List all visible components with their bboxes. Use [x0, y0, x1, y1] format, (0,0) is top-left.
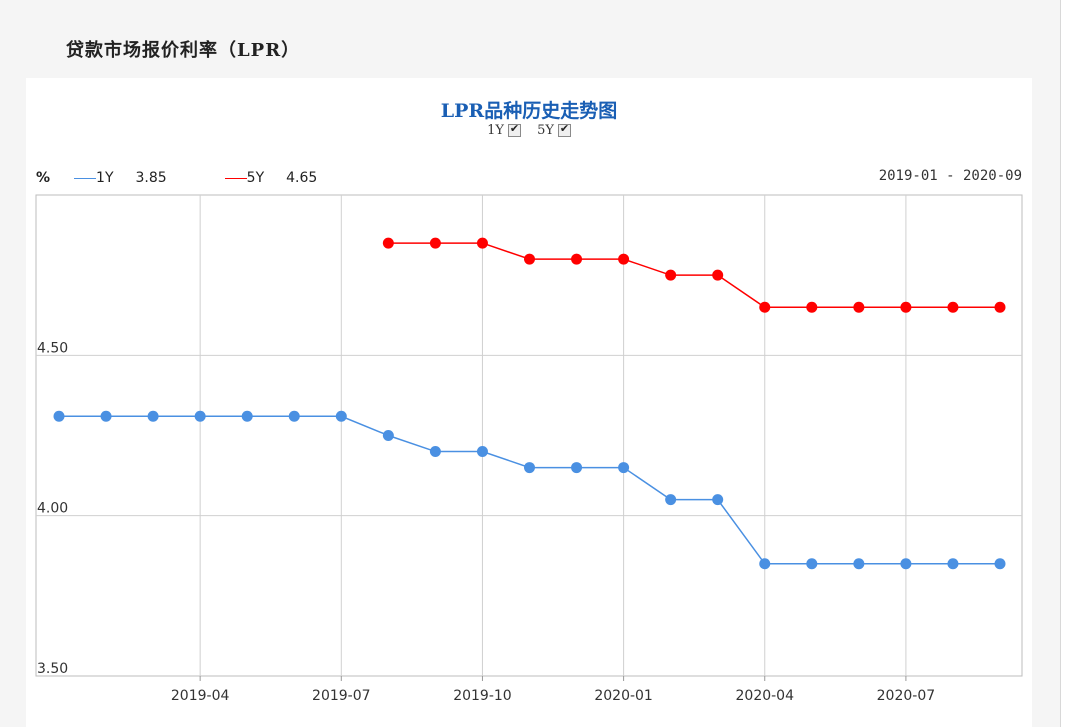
data-point-1y — [147, 410, 159, 422]
data-point-1y — [712, 494, 724, 506]
data-point-1y — [288, 410, 300, 422]
toggle-5y-label: 5Y — [537, 123, 554, 138]
data-point-5y — [476, 237, 488, 249]
legend-value-5y: 4.65 — [286, 170, 318, 186]
data-point-1y — [994, 558, 1006, 570]
toggle-1y[interactable]: 1Y — [487, 122, 521, 138]
x-tick-label: 2019-07 — [312, 688, 371, 704]
data-point-5y — [900, 301, 912, 313]
section-title: 贷款市场报价利率（LPR） — [66, 40, 301, 61]
data-point-1y — [382, 430, 394, 441]
chart-legend: % 1Y 3.85 5Y 4.65 — [36, 170, 375, 186]
data-point-1y — [194, 410, 206, 422]
data-point-5y — [429, 237, 441, 249]
data-point-1y — [806, 558, 818, 570]
data-point-1y — [900, 558, 912, 570]
x-tick-label: 2020-01 — [594, 688, 653, 704]
data-point-5y — [524, 253, 535, 265]
data-point-1y — [53, 410, 65, 422]
data-point-5y — [759, 301, 771, 313]
toggle-1y-checkbox[interactable] — [507, 122, 521, 137]
data-point-1y — [335, 410, 347, 422]
data-point-1y — [571, 462, 583, 474]
legend-item-5y: 5Y 4.65 — [224, 170, 318, 186]
toggle-5y[interactable]: 5Y — [537, 122, 571, 138]
data-point-5y — [665, 269, 677, 281]
legend-line-5y-icon — [224, 177, 247, 179]
data-point-1y — [476, 446, 488, 458]
legend-line-1y-icon — [74, 177, 97, 179]
data-point-5y — [853, 301, 865, 313]
legend-item-1y: 1Y 3.85 — [74, 170, 167, 186]
data-point-1y — [524, 462, 535, 474]
toggle-1y-label: 1Y — [487, 123, 504, 138]
series-toggles: 1Y 5Y — [26, 122, 1032, 138]
data-point-1y — [759, 558, 771, 570]
chart-title: LPR品种历史走势图 — [440, 100, 618, 122]
scrollbar-divider — [1060, 0, 1061, 727]
x-tick-label: 2019-10 — [453, 688, 512, 704]
scrollbar-track[interactable] — [1061, 0, 1080, 727]
data-point-5y — [994, 301, 1006, 313]
line-chart: 3.50 4.00 4.50 2019-04 2019-07 2019-10 2020-01… — [35, 194, 1023, 704]
data-point-5y — [618, 253, 630, 265]
series-line-5y — [388, 242, 1000, 308]
data-point-5y — [382, 237, 394, 249]
data-point-5y — [571, 253, 583, 265]
plot-frame — [35, 194, 1023, 677]
data-point-1y — [241, 410, 253, 422]
data-point-1y — [618, 462, 630, 474]
toggle-5y-checkbox[interactable] — [557, 122, 571, 137]
y-tick-label: 4.50 — [37, 340, 68, 356]
data-point-1y — [665, 494, 677, 506]
y-tick-label: 4.00 — [37, 501, 68, 517]
data-point-5y — [947, 301, 959, 313]
legend-name-5y: 5Y — [246, 170, 265, 186]
data-point-1y — [853, 558, 865, 570]
chart-panel: LPR品种历史走势图 1Y 5Y % 1Y 3.85 5Y 4.65 2019-… — [26, 78, 1032, 727]
x-tick-label: 2020-07 — [877, 688, 936, 704]
data-point-5y — [806, 301, 818, 313]
y-tick-label: 3.50 — [37, 661, 68, 677]
legend-name-1y: 1Y — [96, 170, 114, 186]
data-point-5y — [712, 269, 724, 281]
x-tick-label: 2019-04 — [171, 688, 230, 704]
data-point-1y — [947, 558, 959, 570]
data-point-1y — [429, 446, 441, 458]
date-range: 2019-01 - 2020-09 — [878, 168, 1022, 184]
legend-value-1y: 3.85 — [135, 170, 167, 186]
x-tick-label: 2020-04 — [736, 688, 795, 704]
unit-label: % — [36, 170, 51, 186]
data-point-1y — [100, 410, 112, 422]
